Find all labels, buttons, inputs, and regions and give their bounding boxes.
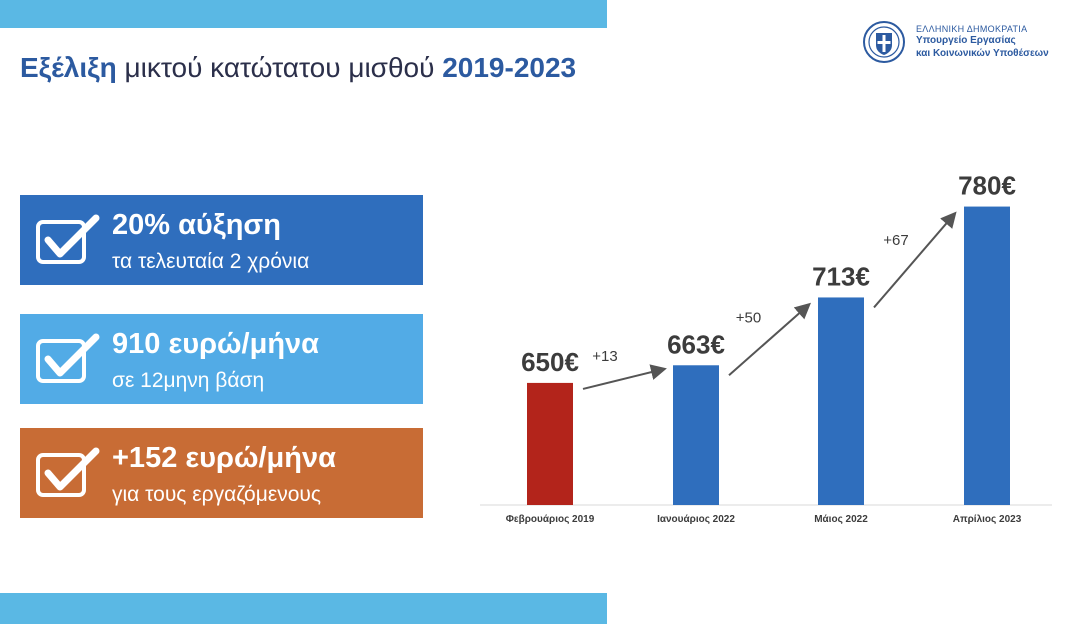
stat-sub-text: για τους εργαζόμενους xyxy=(112,483,321,506)
increase-label: +50 xyxy=(736,309,761,326)
greek-emblem-icon xyxy=(863,21,905,63)
stat-sub-text: σε 12μηνη βάση xyxy=(112,369,265,392)
bar-value-label: 663€ xyxy=(667,329,725,359)
stat-box-raise: 20% αύξηση τα τελευταία 2 χρόνια xyxy=(20,195,423,285)
stat-main-text: +152 ευρώ/μήνα xyxy=(112,442,336,474)
checkbox-check-icon xyxy=(36,447,100,497)
increase-arrow xyxy=(873,211,957,309)
bar-value-label: 650€ xyxy=(521,347,579,377)
checkbox-check-icon xyxy=(36,333,100,383)
page-title: Εξέλιξη μικτού κατώτατου μισθού 2019-202… xyxy=(20,52,576,84)
increase-arrow xyxy=(582,364,667,390)
stat-sub-text: τα τελευταία 2 χρόνια xyxy=(112,250,310,273)
title-part-3: 2019-2023 xyxy=(442,52,577,83)
wage-bar-chart: 650€ Φεβρουάριος 2019 663€ Ιανουάριος 2022 7… xyxy=(480,171,1052,525)
title-part-1: Εξέλιξη xyxy=(20,52,117,83)
bottom-accent-bar xyxy=(0,593,607,624)
increase-label: +13 xyxy=(592,348,617,365)
increase-label: +67 xyxy=(883,232,908,249)
x-tick-label: Απρίλιος 2023 xyxy=(953,514,1022,525)
stat-box-increase: +152 ευρώ/μήνα για τους εργαζόμενους xyxy=(20,428,423,518)
bar-1 xyxy=(527,382,573,505)
x-tick-label: Μάιος 2022 xyxy=(814,514,868,525)
bar-3 xyxy=(818,297,864,505)
checkbox-check-icon xyxy=(36,214,100,264)
top-accent-bar xyxy=(0,0,607,28)
bar-value-label: 713€ xyxy=(812,261,870,291)
ministry-logo: ΕΛΛΗΝΙΚΗ ΔΗΜΟΚΡΑΤΙΑ Υπουργείο Εργασίας κ… xyxy=(862,18,1062,68)
logo-ministry-1: Υπουργείο Εργασίας xyxy=(916,35,1016,46)
bar-4 xyxy=(964,206,1010,505)
logo-country: ΕΛΛΗΝΙΚΗ ΔΗΜΟΚΡΑΤΙΑ xyxy=(916,24,1028,34)
logo-ministry-2: και Κοινωνικών Υποθέσεων xyxy=(916,48,1049,59)
bar-2 xyxy=(673,365,719,505)
x-tick-label: Φεβρουάριος 2019 xyxy=(506,514,595,525)
stat-main-text: 20% αύξηση xyxy=(112,209,281,241)
stat-main-text: 910 ευρώ/μήνα xyxy=(112,328,319,360)
title-part-2: μικτού κατώτατου μισθού xyxy=(116,52,443,83)
bar-value-label: 780€ xyxy=(958,171,1016,201)
x-tick-label: Ιανουάριος 2022 xyxy=(657,514,735,525)
increase-arrow xyxy=(728,302,811,377)
stat-box-annual: 910 ευρώ/μήνα σε 12μηνη βάση xyxy=(20,314,423,404)
